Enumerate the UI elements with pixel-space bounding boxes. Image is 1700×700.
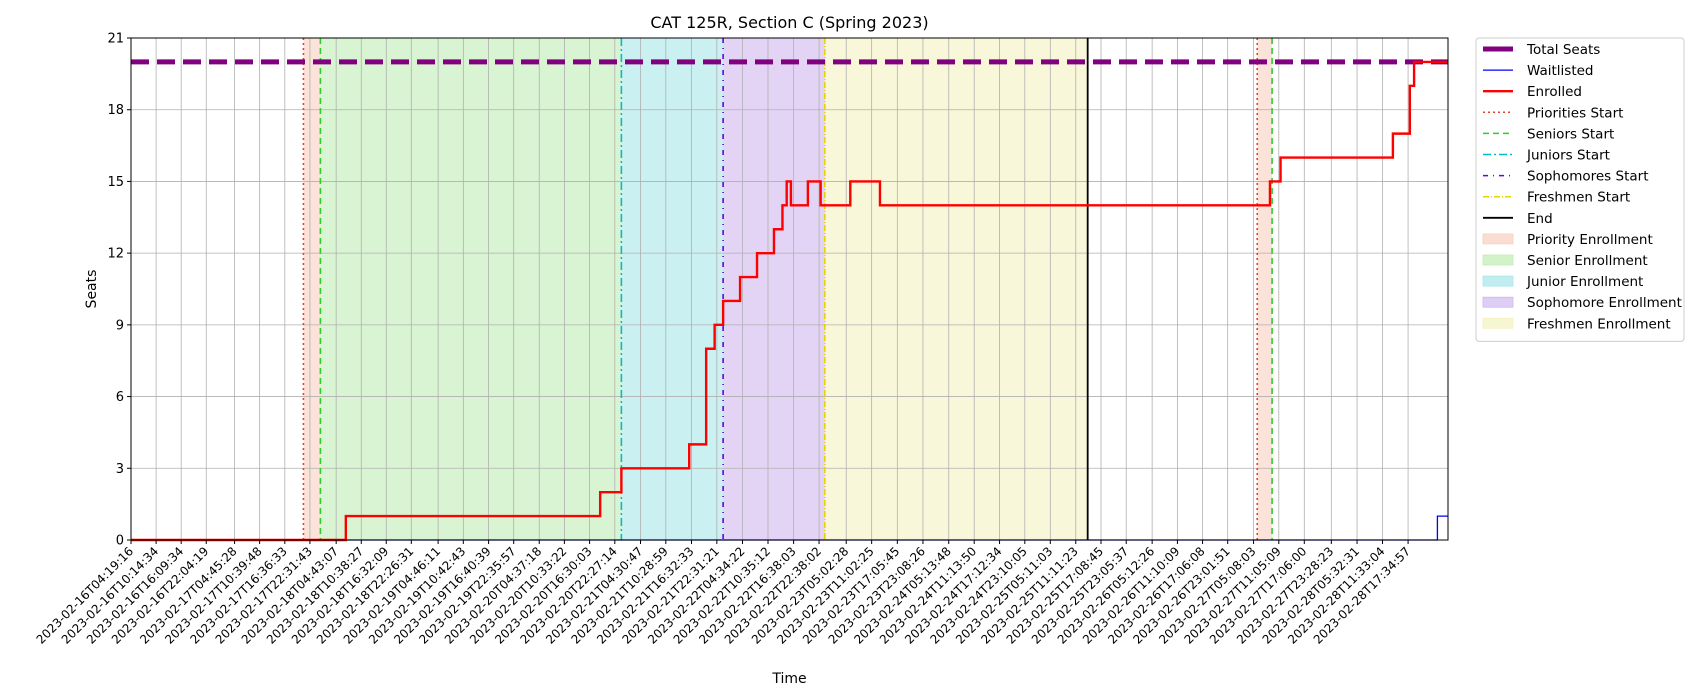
series-enrolled	[131, 60, 1448, 542]
y-tick-label: 3	[116, 462, 124, 477]
legend-label-waitlisted: Waitlisted	[1527, 63, 1594, 79]
y-tick-label: 21	[107, 32, 124, 47]
legend-label-seniors-start: Seniors Start	[1527, 126, 1614, 142]
legend-label-sophomores-start: Sophomores Start	[1527, 169, 1649, 185]
y-tick-label: 0	[116, 534, 124, 549]
legend-label-priority-enrollment: Priority Enrollment	[1527, 232, 1653, 248]
legend-box	[1475, 37, 1685, 342]
period-sophomore-enrollment	[723, 38, 825, 540]
legend-label-freshmen-enrollment: Freshmen Enrollment	[1527, 316, 1671, 332]
period-junior-enrollment	[621, 38, 724, 540]
y-tick-label: 6	[116, 390, 124, 405]
legend-label-enrolled: Enrolled	[1527, 84, 1582, 100]
legend: Total Seats Waitlisted Enrolled Priorities …	[1475, 37, 1685, 342]
chart-title: CAT 125R, Section C (Spring 2023)	[650, 13, 928, 32]
legend-label-end: End	[1527, 211, 1553, 227]
y-ticks: 0 3 6 9 12 15 18 21	[107, 32, 131, 549]
legend-swatch-freshmen-enrollment	[1482, 317, 1514, 329]
legend-label-sophomore-enrollment: Sophomore Enrollment	[1527, 295, 1682, 311]
legend-label-junior-enrollment: Junior Enrollment	[1526, 274, 1643, 290]
legend-label-priorities-start: Priorities Start	[1527, 105, 1623, 121]
period-priority-enrollment	[1257, 38, 1273, 540]
x-ticks: 2023-02-16T04:19:162023-02-16T10:14:3420…	[34, 540, 1413, 647]
x-axis-label: Time	[771, 671, 806, 687]
enrollment-periods	[303, 38, 1273, 540]
legend-swatch-junior-enrollment	[1482, 275, 1514, 287]
plot-frame	[130, 37, 1449, 541]
legend-swatch-sophomore-enrollment	[1482, 296, 1514, 308]
legend-label-total-seats: Total Seats	[1526, 42, 1600, 58]
period-priority-enrollment	[303, 38, 321, 540]
grid	[130, 37, 1448, 541]
legend-label-juniors-start: Juniors Start	[1526, 148, 1610, 164]
y-tick-label: 15	[107, 175, 124, 190]
period-senior-enrollment	[320, 38, 622, 540]
y-tick-label: 9	[116, 318, 124, 333]
y-tick-label: 18	[107, 103, 124, 118]
phase-markers	[302, 38, 1273, 540]
y-tick-label: 12	[107, 247, 124, 262]
period-freshmen-enrollment	[824, 38, 1088, 540]
legend-label-senior-enrollment: Senior Enrollment	[1527, 253, 1648, 269]
legend-label-freshmen-start: Freshmen Start	[1527, 190, 1630, 206]
legend-swatch-senior-enrollment	[1482, 254, 1514, 266]
legend-swatch-priority-enrollment	[1482, 233, 1514, 245]
y-axis-label: Seats	[84, 270, 100, 309]
